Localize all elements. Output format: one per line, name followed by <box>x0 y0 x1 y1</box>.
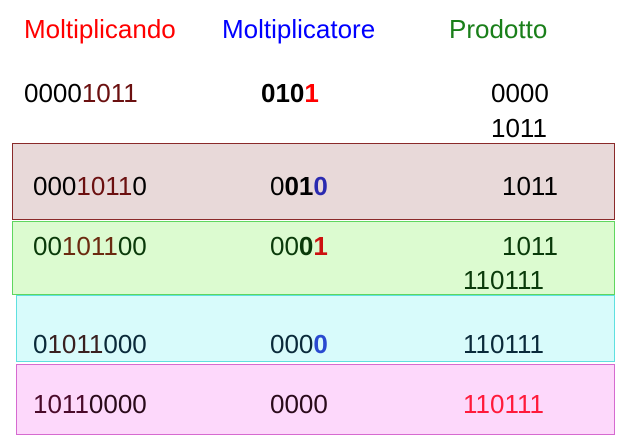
initial-product-line1: 0000 <box>491 78 549 108</box>
step4-multiplicand-b: 0000 <box>88 389 147 419</box>
initial-multiplicand-bits: 1011 <box>81 78 138 108</box>
initial-multiplicand: 00001011 <box>24 80 138 106</box>
step2-multiplier-lsb: 1 <box>313 231 328 261</box>
step3-box <box>16 295 615 362</box>
step4-product: 110111 <box>463 389 544 419</box>
header-product: Prodotto <box>449 14 548 44</box>
step3-product: 110111 <box>463 329 544 359</box>
step1-multiplicand-a: 000 <box>33 171 77 201</box>
step4-multiplicand-a: 1011 <box>33 389 89 419</box>
step1-multiplicand-b: 1011 <box>76 171 133 201</box>
step4-multiplicand: 10110000 <box>33 391 147 417</box>
step3-multiplicand-b: 1011 <box>47 329 104 359</box>
step3-multiplier-a: 000 <box>270 329 314 359</box>
header-multiplicand: Moltiplicando <box>24 14 176 44</box>
initial-multiplicand-zeros: 0000 <box>24 78 82 108</box>
step2-multiplicand-a: 00 <box>33 231 62 261</box>
step1-product: 1011 <box>502 171 558 201</box>
initial-multiplier-high: 010 <box>261 78 305 108</box>
step1-multiplier-a: 0 <box>270 171 285 201</box>
step2-multiplicand-c: 00 <box>117 231 147 261</box>
step2-multiplier-a: 00 <box>270 231 299 261</box>
initial-multiplier-lsb: 1 <box>304 78 319 108</box>
step3-multiplicand-a: 0 <box>33 329 48 359</box>
step3-multiplicand: 01011000 <box>33 331 147 357</box>
step2-box <box>12 221 615 295</box>
step3-multiplier: 0000 <box>270 331 328 357</box>
step2-multiplier-b: 0 <box>298 231 314 261</box>
step1-multiplier: 0010 <box>270 173 328 199</box>
step3-multiplicand-c: 000 <box>103 329 147 359</box>
step2-product-line1: 1011 <box>502 231 558 261</box>
step1-box <box>12 143 615 220</box>
step2-multiplier: 0001 <box>270 233 328 259</box>
step1-multiplier-lsb: 0 <box>313 171 328 201</box>
step1-multiplier-b: 01 <box>284 171 314 201</box>
step3-multiplier-lsb: 0 <box>313 329 328 359</box>
step1-multiplicand: 00010110 <box>33 173 147 199</box>
step1-multiplicand-c: 0 <box>132 171 147 201</box>
initial-multiplier: 0101 <box>261 80 319 106</box>
header-multiplier: Moltiplicatore <box>222 14 376 44</box>
initial-product-line2: 1011 <box>491 113 547 143</box>
step2-multiplicand: 00101100 <box>33 233 147 259</box>
step2-multiplicand-b: 1011 <box>61 231 118 261</box>
step2-product-line2: 110111 <box>463 265 544 295</box>
step4-multiplier: 0000 <box>270 389 328 419</box>
